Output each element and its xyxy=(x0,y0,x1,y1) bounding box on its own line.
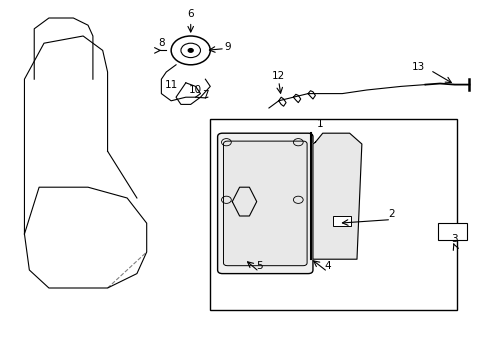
Text: 6: 6 xyxy=(187,9,194,19)
Text: 2: 2 xyxy=(387,209,394,219)
Polygon shape xyxy=(312,133,361,259)
Text: 1: 1 xyxy=(316,119,323,129)
Text: 4: 4 xyxy=(324,261,330,271)
Text: 11: 11 xyxy=(164,80,178,90)
FancyBboxPatch shape xyxy=(217,133,312,274)
Text: 8: 8 xyxy=(158,38,164,48)
Text: 9: 9 xyxy=(224,42,230,52)
Text: 3: 3 xyxy=(450,234,457,244)
FancyBboxPatch shape xyxy=(223,141,306,266)
Bar xyxy=(210,119,456,310)
Text: 12: 12 xyxy=(271,71,285,81)
Bar xyxy=(437,223,466,240)
Circle shape xyxy=(188,49,193,52)
Text: 10: 10 xyxy=(189,85,202,95)
Text: 13: 13 xyxy=(410,62,424,72)
Text: 7: 7 xyxy=(202,90,208,100)
Text: 5: 5 xyxy=(255,261,262,271)
Bar xyxy=(332,216,350,226)
